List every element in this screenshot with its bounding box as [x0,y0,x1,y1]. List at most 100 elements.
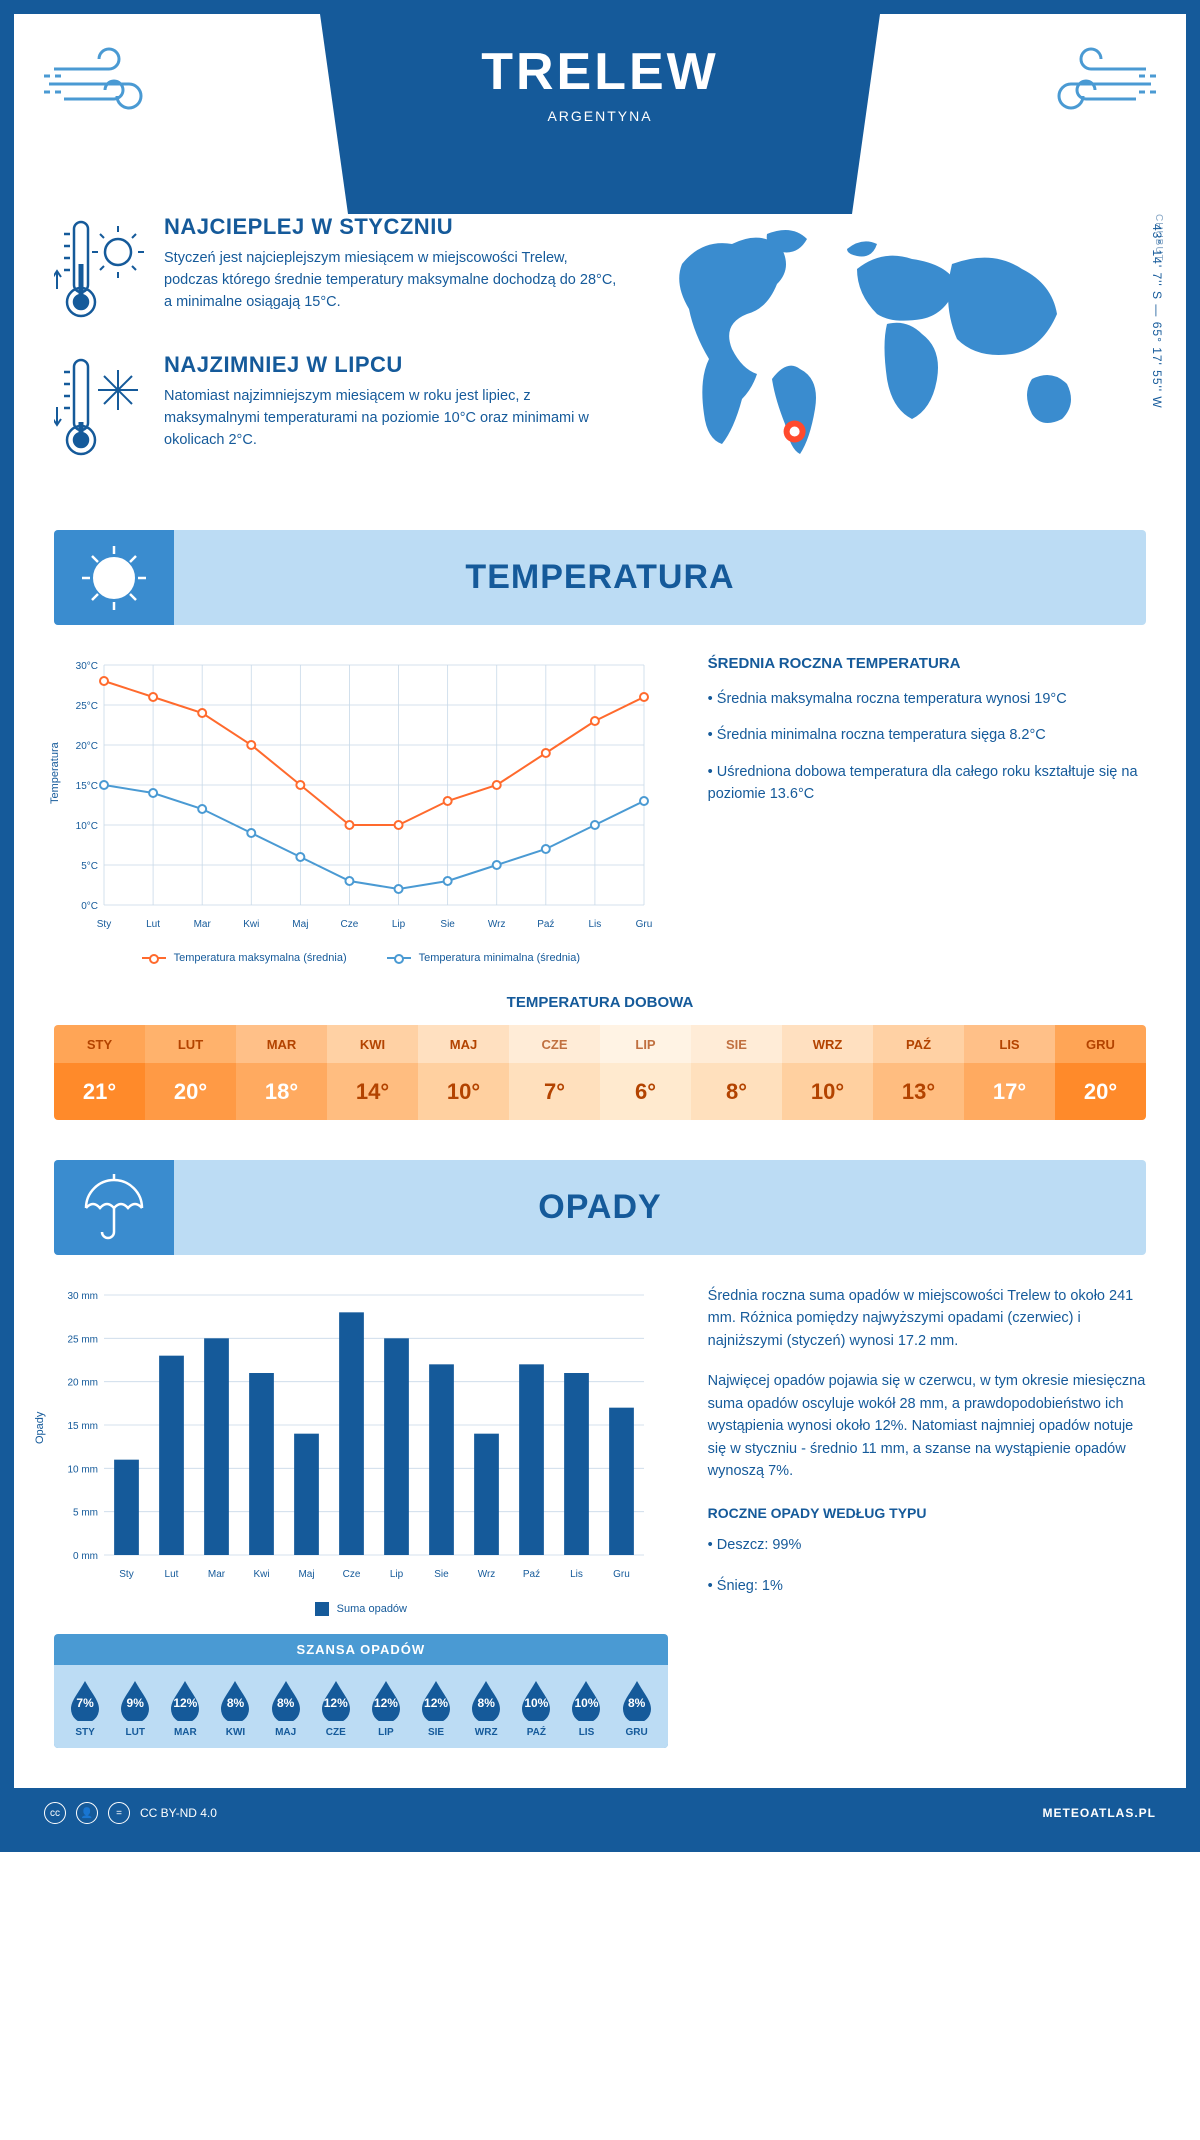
chance-table: SZANSA OPADÓW 7% STY 9% LUT 12% MAR 8% [54,1634,668,1748]
wind-icon [44,34,194,134]
svg-text:Mar: Mar [194,919,212,930]
hot-title: NAJCIEPLEJ W STYCZNIU [164,214,622,240]
chance-cell: 7% STY [60,1679,110,1738]
chance-cell: 8% GRU [612,1679,662,1738]
chance-cell: 12% CZE [311,1679,361,1738]
intro-section: NAJCIEPLEJ W STYCZNIU Styczeń jest najci… [14,214,1186,520]
svg-text:Sty: Sty [119,1569,133,1580]
daily-cell: LIS 17° [964,1025,1055,1120]
svg-text:Lip: Lip [392,919,406,930]
country-subtitle: ARGENTYNA [320,108,880,124]
daily-cell: WRZ 10° [782,1025,873,1120]
svg-text:Gru: Gru [613,1569,630,1580]
daily-title: TEMPERATURA DOBOWA [14,994,1186,1011]
svg-text:25°C: 25°C [76,701,98,712]
svg-text:Lis: Lis [589,919,602,930]
svg-text:0 mm: 0 mm [73,1551,98,1562]
license-label: CC BY-ND 4.0 [140,1806,217,1820]
umbrella-icon [74,1168,154,1248]
svg-text:Lip: Lip [390,1569,404,1580]
precipitation-bar-chart: 0 mm 5 mm 10 mm 15 mm 20 mm 25 mm 30 mm Sty Lut M… [54,1285,654,1585]
temperature-line-chart: 0°C5°C10°C15°C20°C25°C30°CStyLutMarKwiMa… [54,655,654,935]
chance-title: SZANSA OPADÓW [54,1634,668,1665]
nd-icon: = [108,1802,130,1824]
svg-text:Cze: Cze [341,919,359,930]
title-block: TRELEW ARGENTYNA [320,14,880,214]
svg-text:Sie: Sie [440,919,455,930]
thermometer-cold-icon [54,352,144,462]
precip-section-title: OPADY [538,1188,661,1227]
chance-cell: 8% KWI [210,1679,260,1738]
svg-text:Kwi: Kwi [243,919,259,930]
temp-info-b1: • Średnia maksymalna roczna temperatura … [708,688,1146,710]
chance-cell: 10% PAŹ [511,1679,561,1738]
cold-title: NAJZIMNIEJ W LIPCU [164,352,622,378]
temp-info-title: ŚREDNIA ROCZNA TEMPERATURA [708,655,1146,672]
svg-text:Lut: Lut [165,1569,179,1580]
svg-text:Sie: Sie [434,1569,449,1580]
svg-text:10 mm: 10 mm [67,1464,98,1475]
daily-cell: CZE 7° [509,1025,600,1120]
daily-cell: MAR 18° [236,1025,327,1120]
temp-info-b2: • Średnia minimalna roczna temperatura s… [708,724,1146,746]
svg-text:Wrz: Wrz [478,1569,496,1580]
page-header: TRELEW ARGENTYNA [14,14,1186,214]
legend-max-label: Temperatura maksymalna (średnia) [174,952,347,964]
daily-temp-table: STY 21° LUT 20° MAR 18° KWI 14° MAJ 10° … [54,1025,1146,1120]
svg-text:25 mm: 25 mm [67,1334,98,1345]
precip-legend: Suma opadów [54,1602,668,1616]
chance-cell: 8% MAJ [261,1679,311,1738]
daily-cell: PAŹ 13° [873,1025,964,1120]
temp-legend: Temperatura maksymalna (średnia) Tempera… [54,952,668,964]
svg-text:Sty: Sty [97,919,111,930]
svg-text:Kwi: Kwi [253,1569,269,1580]
temp-section-title: TEMPERATURA [465,558,734,597]
svg-text:Paź: Paź [537,919,554,930]
svg-text:5 mm: 5 mm [73,1508,98,1519]
world-map-icon [652,214,1112,464]
precip-type2: • Śnieg: 1% [708,1575,1146,1597]
sun-icon [74,538,154,618]
daily-cell: LUT 20° [145,1025,236,1120]
precip-section-banner: OPADY [54,1160,1146,1255]
precip-type1: • Deszcz: 99% [708,1534,1146,1556]
svg-text:Wrz: Wrz [488,919,506,930]
svg-text:30°C: 30°C [76,661,98,672]
hot-body: Styczeń jest najcieplejszym miesiącem w … [164,248,622,313]
precip-p2: Najwięcej opadów pojawia się w czerwcu, … [708,1370,1146,1482]
page-footer: cc 👤 = CC BY-ND 4.0 METEOATLAS.PL [14,1788,1186,1838]
chance-cell: 9% LUT [110,1679,160,1738]
svg-text:20°C: 20°C [76,741,98,752]
precip-type-title: ROCZNE OPADY WEDŁUG TYPU [708,1503,1146,1525]
precip-p1: Średnia roczna suma opadów w miejscowośc… [708,1285,1146,1352]
svg-text:Lut: Lut [146,919,160,930]
chance-cell: 8% WRZ [461,1679,511,1738]
city-title: TRELEW [320,42,880,102]
cc-icon: cc [44,1802,66,1824]
daily-cell: MAJ 10° [418,1025,509,1120]
svg-text:Gru: Gru [636,919,653,930]
chance-cell: 12% SIE [411,1679,461,1738]
by-icon: 👤 [76,1802,98,1824]
legend-precip-label: Suma opadów [337,1603,407,1615]
site-label: METEOATLAS.PL [1043,1806,1156,1820]
svg-text:30 mm: 30 mm [67,1291,98,1302]
svg-text:Maj: Maj [298,1569,314,1580]
cold-body: Natomiast najzimniejszym miesiącem w rok… [164,386,622,451]
svg-text:20 mm: 20 mm [67,1378,98,1389]
daily-cell: GRU 20° [1055,1025,1146,1120]
temp-section-banner: TEMPERATURA [54,530,1146,625]
coords-label: 43° 14' 7'' S — 65° 17' 55'' W [1150,224,1164,409]
svg-text:5°C: 5°C [81,861,98,872]
svg-text:15 mm: 15 mm [67,1421,98,1432]
chance-cell: 10% LIS [561,1679,611,1738]
chance-cell: 12% MAR [160,1679,210,1738]
svg-text:15°C: 15°C [76,781,98,792]
svg-text:Cze: Cze [343,1569,361,1580]
svg-text:Mar: Mar [208,1569,226,1580]
daily-cell: KWI 14° [327,1025,418,1120]
svg-text:10°C: 10°C [76,821,98,832]
svg-text:Lis: Lis [570,1569,583,1580]
daily-cell: LIP 6° [600,1025,691,1120]
svg-text:0°C: 0°C [81,901,98,912]
